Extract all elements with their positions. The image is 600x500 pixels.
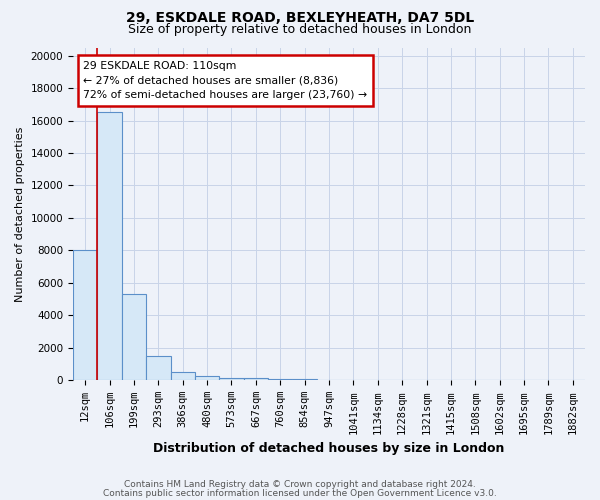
Bar bbox=[268, 378, 292, 380]
Text: Contains public sector information licensed under the Open Government Licence v3: Contains public sector information licen… bbox=[103, 488, 497, 498]
X-axis label: Distribution of detached houses by size in London: Distribution of detached houses by size … bbox=[154, 442, 505, 455]
Text: Contains HM Land Registry data © Crown copyright and database right 2024.: Contains HM Land Registry data © Crown c… bbox=[124, 480, 476, 489]
Text: 29 ESKDALE ROAD: 110sqm
← 27% of detached houses are smaller (8,836)
72% of semi: 29 ESKDALE ROAD: 110sqm ← 27% of detache… bbox=[83, 61, 367, 100]
Bar bbox=[220, 378, 244, 380]
Bar bbox=[195, 376, 220, 380]
Bar bbox=[73, 250, 97, 380]
Text: 29, ESKDALE ROAD, BEXLEYHEATH, DA7 5DL: 29, ESKDALE ROAD, BEXLEYHEATH, DA7 5DL bbox=[126, 11, 474, 25]
Bar bbox=[97, 112, 122, 380]
Text: Size of property relative to detached houses in London: Size of property relative to detached ho… bbox=[128, 22, 472, 36]
Bar bbox=[122, 294, 146, 380]
Bar bbox=[146, 356, 170, 380]
Bar bbox=[292, 379, 317, 380]
Bar bbox=[244, 378, 268, 380]
Y-axis label: Number of detached properties: Number of detached properties bbox=[15, 126, 25, 302]
Bar bbox=[170, 372, 195, 380]
